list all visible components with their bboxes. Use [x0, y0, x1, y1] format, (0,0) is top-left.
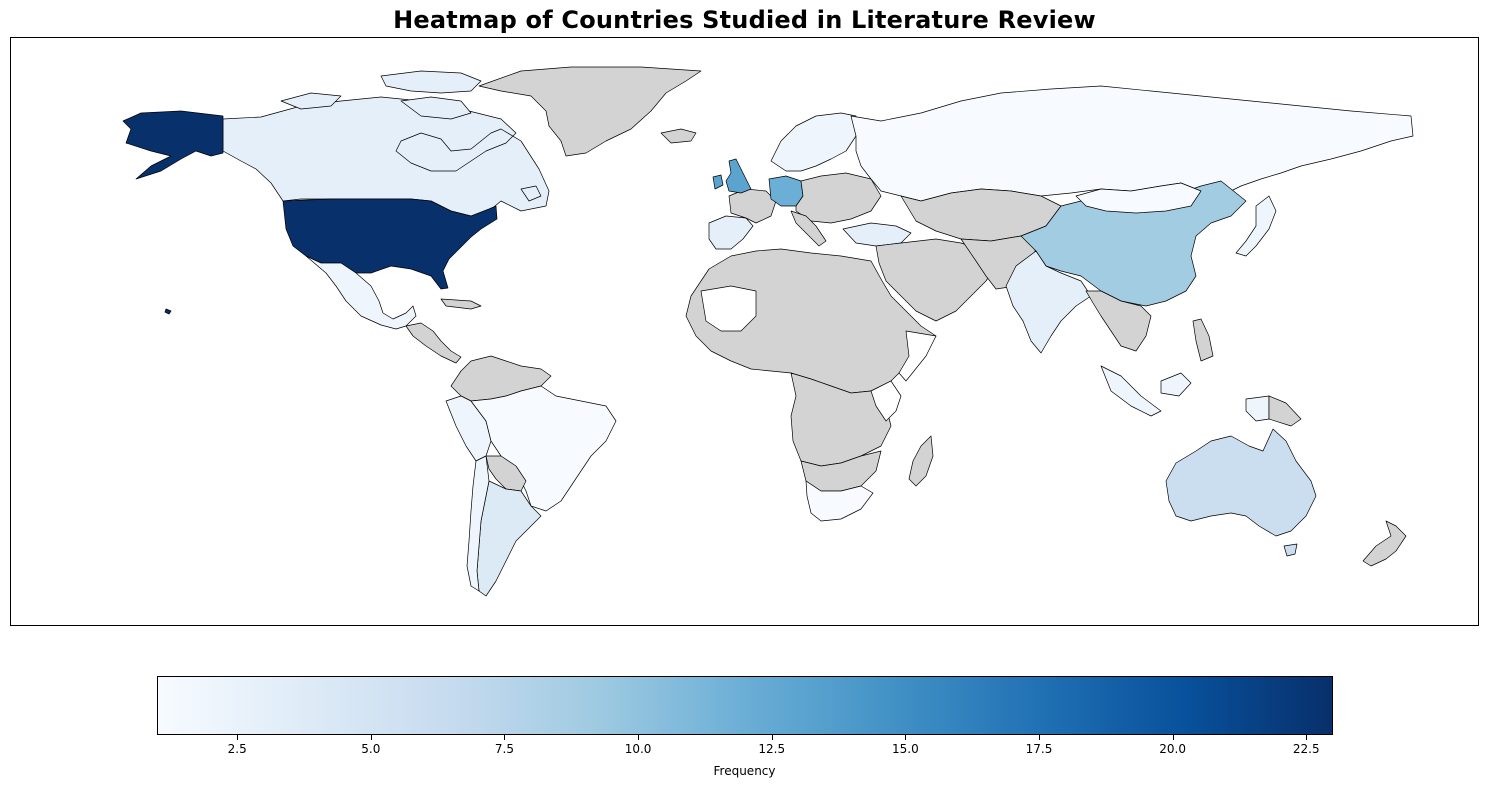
- country-italy: [790, 210, 827, 247]
- country-canada-islands: [280, 92, 342, 110]
- colorbar-tick-mark: [237, 735, 239, 740]
- country-africa-north: [685, 248, 937, 394]
- colorbar-tick-label: 5.0: [361, 742, 381, 756]
- country-kenya: [870, 380, 902, 422]
- country-png-east: [1268, 395, 1302, 427]
- country-chile: [466, 455, 490, 592]
- country-tasmania: [1283, 543, 1298, 557]
- colorbar-tick-mark: [1306, 735, 1308, 740]
- country-canada-islands: [400, 96, 472, 120]
- country-iceland: [660, 128, 697, 144]
- colorbar-tick-label: 15.0: [892, 742, 919, 756]
- country-japan: [1235, 195, 1277, 257]
- country-germany: [768, 175, 804, 207]
- country-newfoundland: [520, 185, 542, 202]
- country-papua-new-guinea: [1245, 395, 1270, 422]
- colorbar-tick-label: 12.5: [758, 742, 786, 756]
- country-indonesia: [1100, 365, 1162, 417]
- country-ireland: [712, 174, 724, 190]
- country-mexico: [305, 255, 417, 330]
- country-france: [728, 188, 777, 224]
- country-australia: [1165, 428, 1317, 537]
- country-southeast-asia: [1085, 290, 1152, 352]
- colorbar-tick-mark: [1039, 735, 1040, 740]
- colorbar-tick-mark: [1172, 735, 1174, 740]
- country-west-africa: [700, 285, 757, 332]
- country-spain: [708, 215, 754, 250]
- country-indonesia: [1160, 372, 1192, 397]
- country-africa-central: [790, 372, 892, 467]
- country-greenland: [478, 66, 702, 157]
- country-central-america: [405, 322, 462, 364]
- colorbar-tick-mark: [638, 735, 640, 740]
- country-peru: [445, 395, 492, 462]
- world-map: [10, 37, 1479, 626]
- colorbar-tick-mark: [905, 735, 907, 740]
- country-philippines: [1192, 318, 1214, 362]
- country-caribbean: [440, 298, 482, 310]
- colorbar-tick-label: 7.5: [494, 742, 514, 756]
- country-canada: [222, 96, 550, 217]
- map-title: Heatmap of Countries Studied in Literatu…: [393, 6, 1096, 34]
- country-canada-islands: [380, 70, 482, 94]
- colorbar: [157, 676, 1333, 735]
- colorbar-tick-label: 17.5: [1025, 742, 1053, 756]
- country-middle-east: [875, 238, 997, 322]
- country-somalia: [898, 330, 937, 382]
- country-south-africa: [805, 480, 874, 522]
- colorbar-tick-label: 20.0: [1159, 742, 1186, 756]
- country-india: [1005, 250, 1092, 354]
- colorbar-tick-label: 2.5: [227, 742, 247, 756]
- colorbar-label: Frequency: [713, 764, 776, 778]
- country-new-zealand: [1362, 520, 1407, 567]
- country-united-kingdom: [725, 158, 752, 194]
- colorbar-tick-label: 22.5: [1292, 742, 1320, 756]
- country-hawaii: [164, 308, 172, 315]
- colorbar-tick-label: 10.0: [624, 742, 652, 756]
- country-mongolia: [1075, 182, 1202, 214]
- country-turkey: [842, 222, 912, 247]
- country-scandinavia: [770, 112, 857, 172]
- colorbar-tick-mark: [771, 735, 773, 740]
- world-map-canvas: [122, 66, 1414, 597]
- country-russia: [850, 85, 1414, 202]
- colorbar-tick-mark: [504, 735, 506, 740]
- country-madagascar: [908, 435, 934, 487]
- colorbar-tick-mark: [370, 735, 372, 740]
- country-eastern-europe: [795, 172, 882, 224]
- country-alaska: [122, 110, 224, 180]
